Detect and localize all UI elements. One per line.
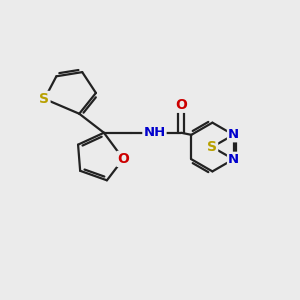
- Text: O: O: [117, 152, 129, 166]
- Text: S: S: [207, 140, 217, 154]
- Text: NH: NH: [143, 126, 166, 139]
- Text: S: S: [40, 92, 50, 106]
- Text: O: O: [175, 98, 187, 112]
- Text: N: N: [228, 153, 239, 166]
- Text: N: N: [228, 128, 239, 141]
